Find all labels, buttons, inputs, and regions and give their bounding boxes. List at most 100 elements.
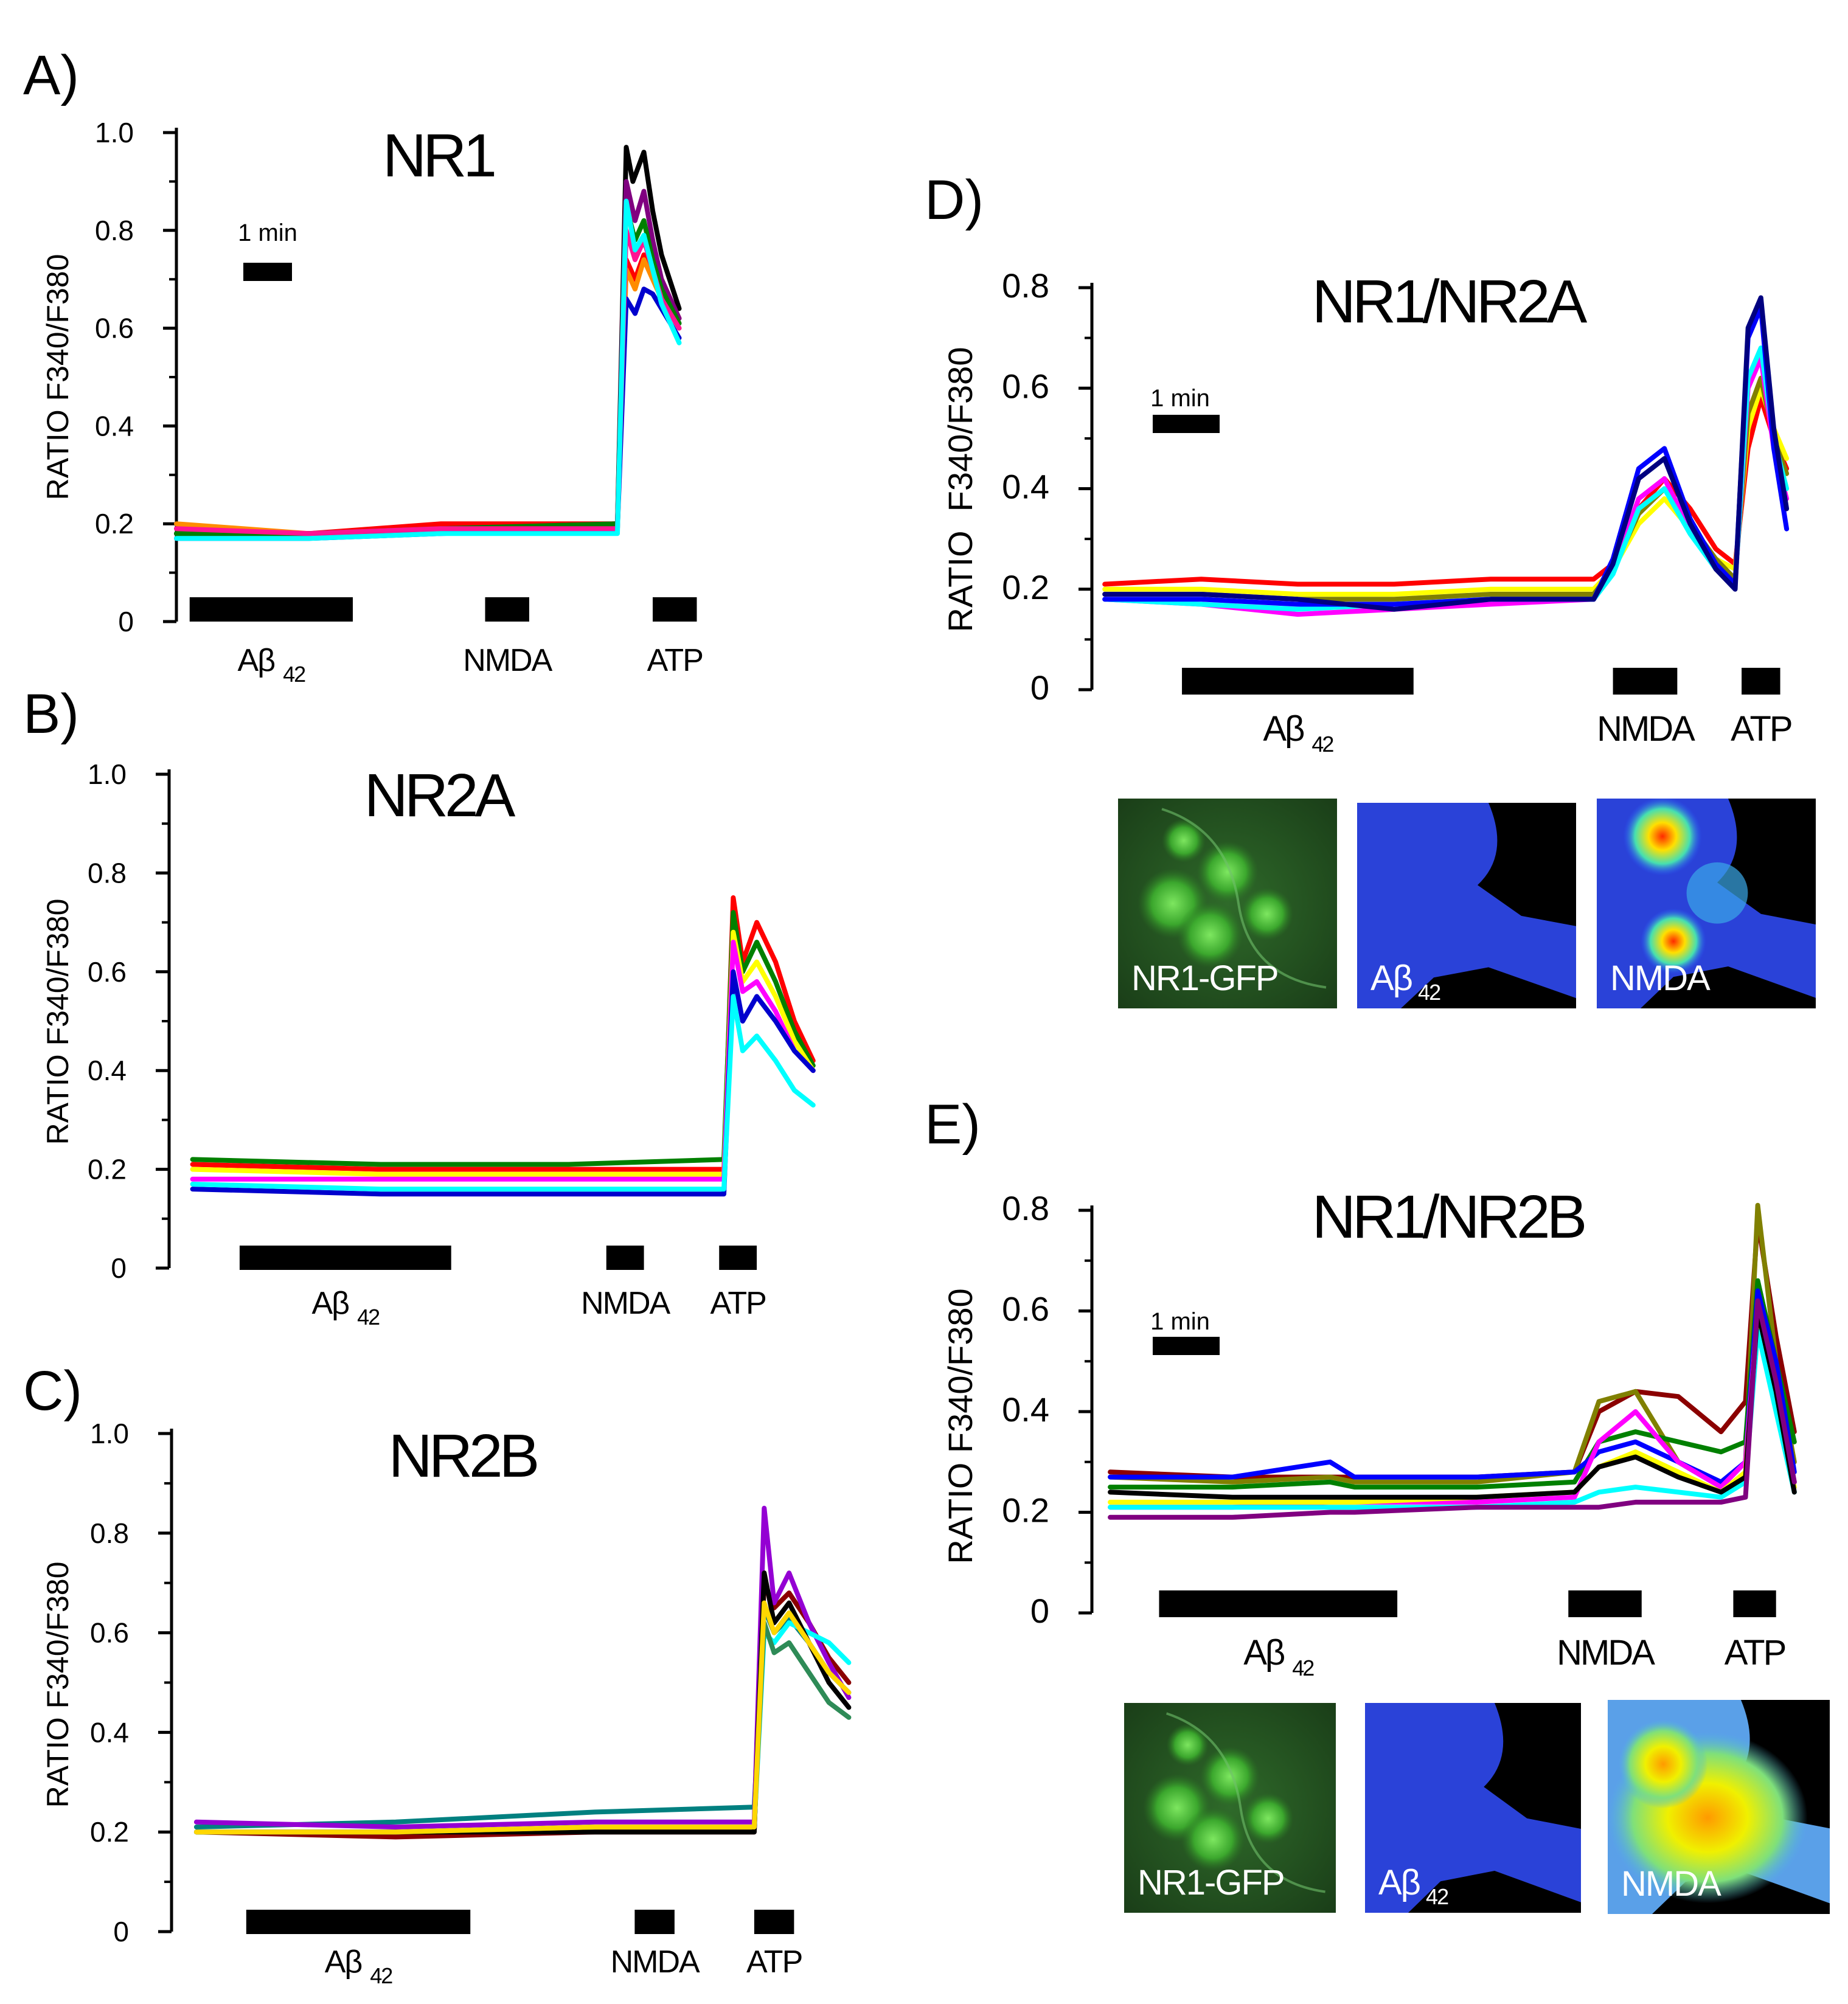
chart-d-ytick-label: 0.4	[1002, 468, 1049, 506]
chart-b-series-line	[190, 895, 816, 1172]
panel-e-letter: E)	[925, 1094, 981, 1156]
chart-a-ytick-label: 0.6	[95, 313, 134, 344]
chart-c-series-line	[193, 1620, 852, 1835]
micrograph-d-1: NR1-GFP	[1118, 799, 1337, 1008]
chart-a-stimulus-bar	[485, 597, 529, 622]
micrograph-row-e: NR1-GFP Aβ 42 NMDA	[1124, 1700, 1830, 1914]
chart-a-ytick-label: 0	[118, 606, 134, 637]
chart-b-stimulus-label: NMDA	[581, 1286, 670, 1321]
chart-a-series-line	[174, 257, 682, 536]
panel-e: E) NR1/NR2B 0 0.2 0.4 0.6 0.8 RATIO F340/F380 1 …	[925, 1094, 1797, 1680]
chart-b-ytick-label: 1.0	[88, 758, 127, 790]
micrograph-row-d: NR1-GFP Aβ 42 NMDA	[1118, 799, 1816, 1008]
chart-c-ytick-label: 0.6	[90, 1617, 129, 1649]
micrograph-e-1: NR1-GFP	[1124, 1703, 1336, 1913]
micrograph-d-2: Aβ 42	[1357, 803, 1576, 1008]
chart-c-series-line	[193, 1605, 852, 1829]
chart-c-ytick-label: 0	[113, 1916, 129, 1947]
chart-e-stimulus-label: NMDA	[1557, 1633, 1655, 1673]
chart-c-series-line	[193, 1505, 852, 1829]
chart-a-series-line	[174, 252, 682, 536]
chart-e-scale-bar	[1153, 1337, 1220, 1355]
chart-b-stimulus-label: ATP	[710, 1286, 766, 1321]
chart-a-ytick-label: 1.0	[95, 117, 134, 148]
chart-e-series-line	[1108, 1202, 1797, 1490]
panel-c-letter: C)	[23, 1360, 82, 1422]
chart-b-stimulus-bar	[239, 1246, 451, 1270]
chart-e-stimulus-bar	[1733, 1590, 1776, 1617]
chart-d-stimulus-bar	[1742, 668, 1780, 695]
panel-d: D) NR1/NR2A 0 0.2 0.4 0.6 0.8 RATIO F340/F380 1 …	[925, 169, 1793, 757]
chart-b-stimulus-label: Aβ 42	[312, 1286, 380, 1330]
chart-b-ytick-label: 0.6	[88, 956, 127, 988]
micrograph-e-1-label: NR1-GFP	[1138, 1863, 1284, 1902]
panel-a: A) NR1 0 0.2 0.4 0.6 0.8 1.0 RATIO F340/F380 1 mi…	[23, 44, 704, 687]
chart-b-ytick-label: 0.4	[88, 1055, 127, 1086]
chart-a-stimulus-bar	[189, 597, 353, 622]
chart-c-ytick-label: 0.2	[90, 1816, 129, 1848]
chart-e-stimulus-bar	[1568, 1590, 1642, 1617]
chart-d-series-line	[1102, 386, 1790, 597]
chart-d-stimulus-bar	[1182, 668, 1414, 695]
micrograph-e-3: NMDA	[1608, 1700, 1830, 1914]
chart-b-ytick-label: 0.8	[88, 857, 127, 889]
chart-c-stimulus-label: Aβ 42	[325, 1944, 393, 1988]
chart-a-stimulus-bar	[653, 597, 697, 622]
chart-a-series-line	[174, 145, 682, 536]
chart-b-series-line	[190, 994, 816, 1192]
chart-d-ylabel: RATIO F340/F380	[941, 347, 979, 633]
chart-e-title: NR1/NR2B	[1312, 1183, 1585, 1251]
chart-e-ytick-label: 0.8	[1002, 1189, 1049, 1227]
panel-d-letter: D)	[925, 169, 984, 231]
chart-c-ytick-label: 1.0	[90, 1418, 129, 1449]
micrograph-e-2-label: Aβ 42	[1378, 1863, 1448, 1909]
chart-e-ytick-label: 0.6	[1002, 1290, 1049, 1328]
chart-d-scale-label: 1 min	[1150, 385, 1210, 412]
chart-b-ytick-label: 0.2	[88, 1154, 127, 1185]
chart-d-scale-bar	[1153, 415, 1220, 433]
chart-a-series-line	[174, 286, 682, 541]
chart-e-ylabel: RATIO F340/F380	[941, 1288, 979, 1564]
chart-a-stimulus-label: ATP	[647, 643, 703, 678]
chart-d-stimulus-bar	[1613, 668, 1678, 695]
chart-a-ylabel: RATIO F340/F380	[41, 254, 75, 501]
chart-a-series-line	[174, 203, 682, 536]
chart-c-stimulus-label: ATP	[746, 1944, 802, 1980]
micrograph-d-3-label: NMDA	[1610, 959, 1711, 998]
chart-b-ytick-label: 0	[111, 1252, 127, 1284]
chart-c-ytick-label: 0.4	[90, 1716, 129, 1748]
chart-a-series-line	[174, 198, 682, 541]
chart-c-series-line	[193, 1570, 852, 1835]
chart-d-ytick-label: 0.8	[1002, 266, 1049, 305]
chart-e-series-line	[1108, 1298, 1797, 1520]
chart-b-stimulus-bar	[606, 1246, 644, 1270]
chart-c-title: NR2B	[389, 1422, 537, 1490]
micrograph-e-2: Aβ 42	[1365, 1703, 1581, 1913]
chart-d-stimulus-label: NMDA	[1597, 709, 1695, 749]
chart-d-ytick-label: 0	[1030, 668, 1049, 707]
micrograph-d-1-label: NR1-GFP	[1131, 959, 1278, 998]
chart-e-series-line	[1108, 1278, 1797, 1490]
chart-a-ytick-label: 0.8	[95, 215, 134, 246]
chart-a-stimulus-label: Aβ 42	[238, 643, 306, 687]
chart-b-series-line	[190, 929, 816, 1177]
chart-d-series-line	[1102, 305, 1790, 607]
chart-a-ytick-label: 0.4	[95, 410, 134, 442]
chart-d-ytick-label: 0.2	[1002, 568, 1049, 606]
chart-b-ylabel: RATIO F340/F380	[41, 899, 75, 1145]
chart-c-stimulus-bar	[634, 1910, 675, 1934]
chart-b-series-line	[190, 969, 816, 1197]
chart-d-title: NR1/NR2A	[1312, 268, 1588, 336]
chart-c-ytick-label: 0.8	[90, 1517, 129, 1549]
chart-c-series-line	[193, 1620, 852, 1835]
chart-b-series-line	[190, 910, 816, 1167]
chart-a-scale-bar	[243, 263, 292, 281]
chart-d-series-line	[1102, 395, 1790, 587]
chart-b-stimulus-bar	[719, 1246, 757, 1270]
chart-e-stimulus-label: ATP	[1725, 1633, 1785, 1673]
chart-c-stimulus-bar	[754, 1910, 794, 1934]
chart-d-series-line	[1102, 345, 1790, 612]
chart-c-stimulus-bar	[246, 1910, 471, 1934]
chart-e-stimulus-label: Aβ 42	[1243, 1633, 1314, 1680]
